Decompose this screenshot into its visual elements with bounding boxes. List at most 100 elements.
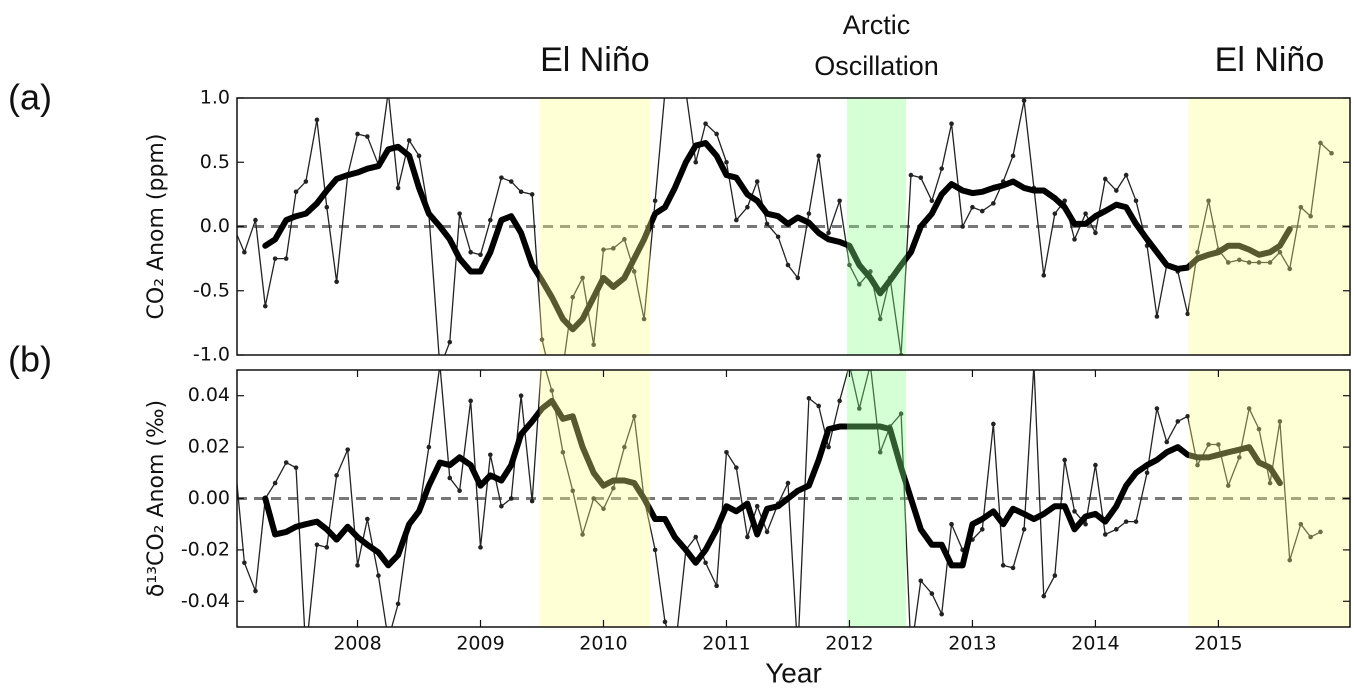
data-point	[826, 444, 831, 450]
data-point	[1237, 455, 1242, 460]
data-point	[909, 650, 914, 655]
data-point	[949, 121, 954, 126]
data-point	[939, 611, 944, 617]
y-tick-label: 0.04	[188, 384, 230, 406]
data-point	[1000, 563, 1006, 568]
data-point	[1206, 442, 1211, 447]
data-point	[847, 363, 852, 368]
y-tick-label: 0.5	[200, 151, 230, 173]
data-point	[641, 316, 647, 322]
data-point	[1144, 470, 1150, 476]
data-point	[1052, 211, 1058, 216]
data-point	[979, 208, 985, 214]
data-point	[570, 488, 576, 494]
data-point	[1195, 462, 1200, 468]
event-label: El Niño	[540, 41, 650, 79]
data-point	[447, 475, 453, 481]
y-tick-label: 0.0	[200, 215, 230, 237]
data-point	[499, 175, 504, 180]
x-axis-label: Year	[765, 657, 822, 688]
data-point	[1123, 172, 1129, 178]
data-point	[272, 256, 278, 261]
data-point	[242, 249, 247, 255]
data-point	[631, 413, 637, 419]
data-point	[724, 449, 729, 455]
y-tick-label: 0.00	[188, 487, 230, 509]
event-span	[539, 98, 651, 355]
data-point	[806, 211, 812, 216]
data-point	[549, 388, 555, 393]
data-point	[806, 395, 812, 401]
data-point	[856, 282, 862, 287]
data-point	[262, 303, 268, 309]
data-point	[826, 230, 831, 236]
data-point	[293, 189, 299, 195]
data-point	[1083, 211, 1088, 216]
x-tick-label: 2009	[456, 633, 504, 655]
data-point	[1216, 442, 1221, 447]
data-point	[324, 204, 330, 210]
data-point	[518, 393, 524, 399]
data-point	[253, 588, 258, 594]
data-point	[580, 532, 585, 537]
data-point	[622, 237, 627, 242]
data-point	[764, 529, 770, 535]
data-point	[1123, 519, 1129, 524]
y-tick-label: -1.0	[193, 344, 230, 366]
data-line	[262, 397, 1283, 569]
data-point	[242, 560, 247, 566]
data-point	[345, 447, 350, 452]
x-tick-label: 2015	[1194, 633, 1242, 655]
data-point	[1195, 249, 1200, 255]
data-point	[837, 398, 842, 404]
data-point	[611, 246, 616, 251]
data-point	[991, 421, 996, 427]
data-point	[1114, 188, 1119, 193]
data-point	[1287, 266, 1293, 272]
data-point	[929, 591, 935, 596]
data-point	[468, 398, 473, 404]
data-point	[631, 269, 637, 274]
data-point	[529, 498, 535, 504]
data-point	[1133, 198, 1139, 204]
data-point	[960, 224, 965, 229]
event-label: El Niño	[1215, 41, 1325, 79]
data-point	[775, 234, 781, 240]
data-point	[991, 201, 996, 206]
data-point	[1287, 557, 1293, 563]
data-point	[1246, 260, 1252, 265]
data-point	[304, 650, 309, 655]
data-point	[745, 534, 750, 540]
data-point	[1041, 273, 1047, 278]
data-point	[355, 131, 360, 137]
data-point	[272, 480, 278, 486]
y-tick-label: -0.5	[193, 279, 230, 301]
data-point	[1298, 521, 1304, 527]
data-point	[293, 465, 299, 470]
data-point	[365, 134, 370, 139]
data-point	[724, 159, 729, 165]
data-point	[601, 247, 606, 252]
data-point	[1318, 529, 1323, 535]
data-point	[1102, 176, 1108, 182]
data-point	[898, 411, 904, 416]
data-point	[785, 480, 791, 486]
event-span	[846, 98, 907, 355]
data-point	[693, 159, 699, 165]
data-point	[416, 153, 422, 159]
data-point	[1133, 519, 1139, 524]
data-point	[652, 547, 658, 553]
event-label: Oscillation	[814, 51, 939, 81]
data-point	[499, 503, 504, 509]
data-point	[406, 138, 412, 143]
data-point	[1010, 153, 1016, 159]
data-point	[529, 192, 535, 197]
data-point	[745, 204, 750, 210]
data-point	[1308, 534, 1313, 540]
x-tick-label: 2014	[1071, 633, 1119, 655]
data-point	[1032, 363, 1037, 368]
y-axis-label: CO₂ Anom (ppm)	[144, 134, 169, 320]
data-point	[1308, 213, 1313, 219]
data-point	[949, 521, 954, 527]
data-point	[1277, 419, 1283, 424]
